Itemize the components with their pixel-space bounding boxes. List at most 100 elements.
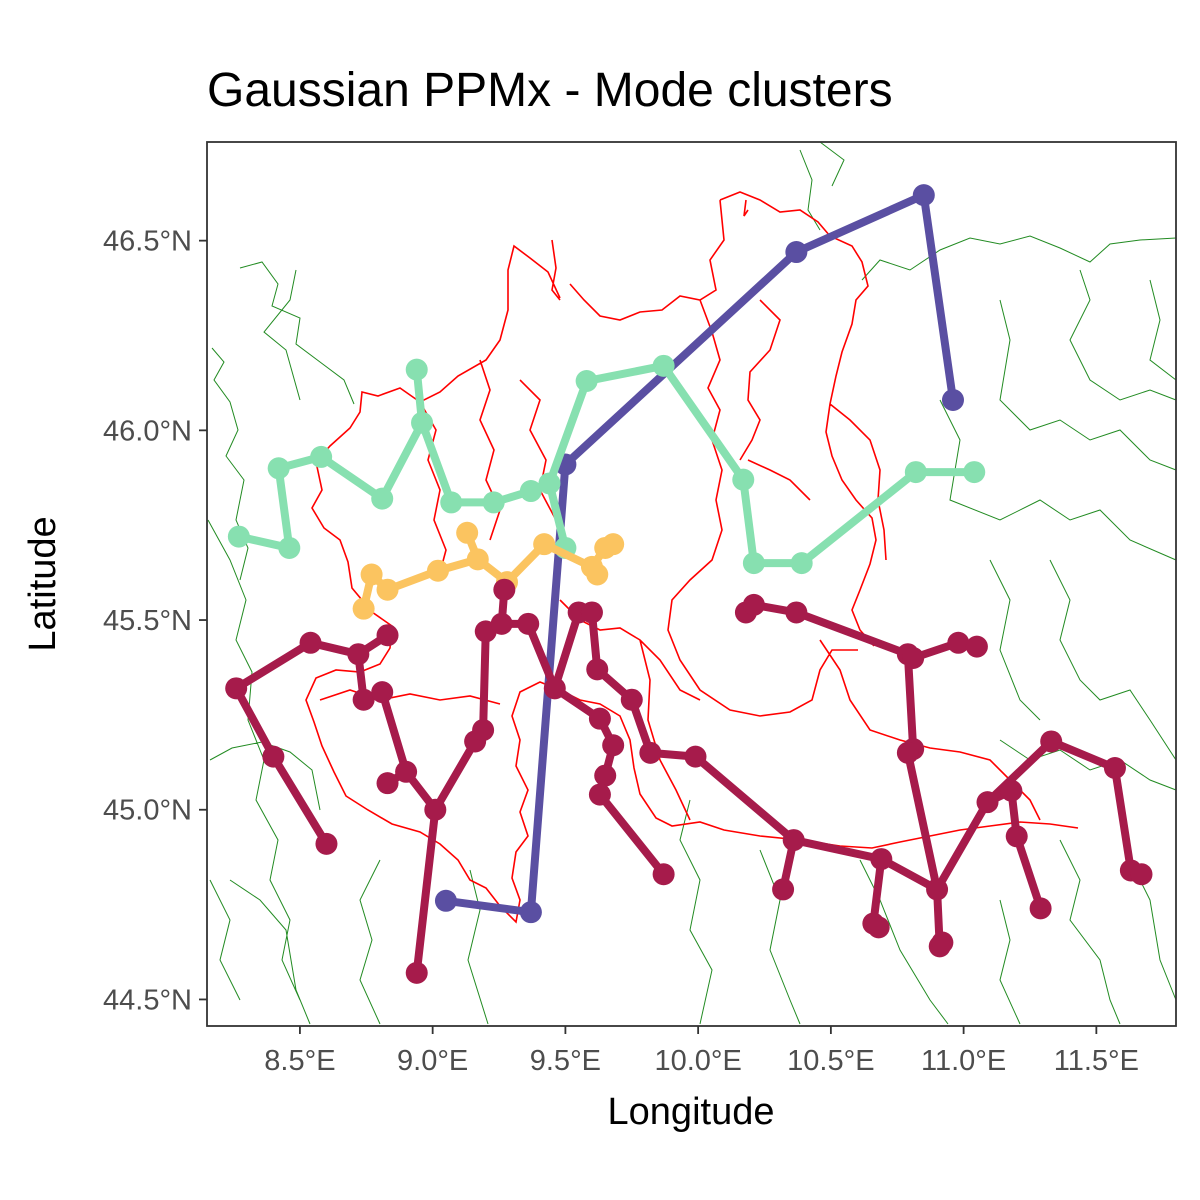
cluster-4 xyxy=(225,578,1153,984)
cluster-1 xyxy=(434,184,964,924)
cluster-point xyxy=(870,848,893,871)
cluster-edge xyxy=(659,361,748,484)
cluster-point xyxy=(424,798,447,821)
cluster-edge xyxy=(903,650,918,754)
cluster-point xyxy=(586,563,609,586)
cluster-point xyxy=(227,525,250,548)
cluster-point xyxy=(1000,779,1023,802)
cluster-point xyxy=(405,358,428,381)
cluster-point xyxy=(1130,863,1153,886)
cluster-edge xyxy=(1047,737,1119,773)
cluster-edge xyxy=(933,798,992,894)
cluster-edge xyxy=(269,752,331,848)
cluster-point xyxy=(902,646,925,669)
y-tick-label: 46.5°N xyxy=(103,226,192,258)
cluster-point xyxy=(519,901,542,924)
cluster-point xyxy=(225,677,248,700)
cluster-point xyxy=(278,536,301,559)
cluster-edge xyxy=(739,475,758,568)
cluster-point xyxy=(490,612,513,635)
cluster-point xyxy=(904,461,927,484)
cluster-edge xyxy=(317,452,387,503)
y-tick-label: 44.5°N xyxy=(103,984,192,1016)
cluster-edge xyxy=(524,619,559,693)
cluster-edge xyxy=(789,836,886,864)
cluster-point xyxy=(1040,730,1063,753)
cluster-edge xyxy=(595,790,668,879)
cluster-point xyxy=(588,783,611,806)
cluster-point xyxy=(790,552,813,575)
cluster-point xyxy=(352,597,375,620)
x-tick-label: 11.5°E xyxy=(1054,1045,1139,1077)
cluster-point xyxy=(538,472,561,495)
cluster-point xyxy=(262,745,285,768)
cluster-point xyxy=(1005,825,1028,848)
cluster-edge xyxy=(561,248,801,469)
cluster-point xyxy=(947,631,970,654)
cluster-edge xyxy=(792,191,928,257)
cluster-edge xyxy=(232,638,315,693)
cluster-edge xyxy=(431,737,480,814)
cluster-point xyxy=(896,741,919,764)
cluster-point xyxy=(371,487,394,510)
cluster-point xyxy=(315,832,338,855)
x-tick-label: 8.5°E xyxy=(264,1045,335,1077)
cluster-point xyxy=(652,354,675,377)
cluster-point xyxy=(456,521,479,544)
chart-title: Gaussian PPMx - Mode clusters xyxy=(207,64,893,117)
cluster-point xyxy=(426,559,449,582)
cluster-point xyxy=(493,578,516,601)
province-borders xyxy=(207,141,1177,1025)
cluster-point xyxy=(602,533,625,556)
x-tick-label: 10.0°E xyxy=(654,1045,741,1077)
cluster-point xyxy=(867,916,890,939)
cluster-point xyxy=(742,552,765,575)
plot-panel xyxy=(206,141,1177,1027)
cluster-point xyxy=(440,491,463,514)
cluster-point xyxy=(742,593,765,616)
cluster-point xyxy=(267,457,290,480)
cluster-edge xyxy=(797,468,920,568)
cluster-point xyxy=(533,533,556,556)
cluster-point xyxy=(347,643,370,666)
cluster-point xyxy=(310,445,333,468)
cluster-point xyxy=(620,688,643,711)
cluster-point xyxy=(411,411,434,434)
cluster-edge xyxy=(479,627,490,735)
cluster-edge xyxy=(903,748,942,894)
cluster-edge xyxy=(412,805,440,977)
y-tick-label: 45.5°N xyxy=(103,605,192,637)
x-axis-title: Longitude xyxy=(608,1091,775,1133)
cluster-2 xyxy=(227,354,986,575)
cluster-edge xyxy=(378,688,411,776)
cluster-point xyxy=(360,563,383,586)
cluster-edge xyxy=(792,608,912,659)
cluster-edge xyxy=(418,418,456,507)
cluster-point xyxy=(772,878,795,901)
cluster-point xyxy=(732,468,755,491)
cluster-point xyxy=(371,681,394,704)
cluster-point xyxy=(405,961,428,984)
cluster-point xyxy=(594,764,617,787)
cluster-edge xyxy=(545,479,570,552)
cluster-point xyxy=(376,578,399,601)
cluster-point xyxy=(639,741,662,764)
cluster-point xyxy=(652,863,675,886)
cluster-edge xyxy=(1012,832,1045,913)
cluster-edge xyxy=(232,684,278,761)
cluster-point xyxy=(472,719,495,742)
x-tick-label: 9.0°E xyxy=(397,1045,468,1077)
cluster-point xyxy=(785,601,808,624)
cluster-point xyxy=(519,480,542,503)
cluster-point xyxy=(352,688,375,711)
panel-background xyxy=(207,142,1176,1026)
cluster-point xyxy=(482,491,505,514)
cluster-point xyxy=(931,931,954,954)
cluster-edge xyxy=(378,418,427,503)
cluster-point xyxy=(1029,897,1052,920)
cluster-edge xyxy=(919,191,957,404)
cluster-point xyxy=(543,677,566,700)
cluster-point xyxy=(782,829,805,852)
cluster-point xyxy=(588,707,611,730)
